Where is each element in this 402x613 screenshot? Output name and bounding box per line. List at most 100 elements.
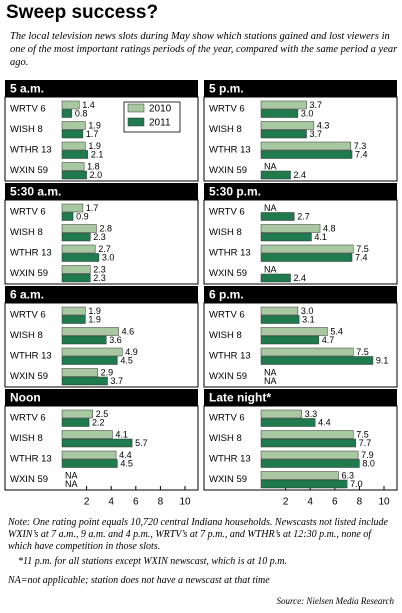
value-label: 4.8 [323,223,336,233]
value-label: 9.1 [376,355,389,365]
category-label: WXIN 59 [209,474,247,485]
value-label: 4.1 [115,429,128,439]
bar [61,430,113,439]
bar [61,129,84,139]
value-label: 2.3 [93,273,106,283]
panel-header [204,80,397,97]
value-label: 3.0 [102,252,115,262]
value-label: 4.4 [119,450,132,460]
legend-swatch [127,117,145,127]
category-label: WISH 8 [10,124,43,135]
category-label: WTHR 13 [10,454,52,465]
bar [260,150,353,159]
category-label: WXIN 59 [10,165,48,176]
value-label: 5.7 [135,438,148,448]
panel-header [5,183,198,200]
bar [61,347,123,357]
value-label: 3.7 [310,129,323,139]
value-label: 2.4 [294,273,307,283]
panel-header [204,183,397,200]
bar [61,203,84,213]
bar [260,170,291,180]
x-tick-label: 4 [108,497,114,508]
bar [260,141,352,151]
category-label: WISH 8 [209,227,242,238]
category-label: WXIN 59 [209,371,247,382]
x-tick-label: 2 [283,497,289,508]
value-label: 2.8 [99,223,112,233]
value-label: 7.5 [356,429,369,439]
category-label: WTHR 13 [10,248,52,259]
bar [260,212,295,221]
panel-body [203,405,398,491]
x-tick-label: 2 [84,497,90,508]
bar [260,327,328,336]
value-label: 7.4 [355,252,368,262]
bar [260,356,374,365]
value-label: 4.6 [122,326,135,336]
panel-header [5,286,198,303]
bar [260,121,315,130]
value-label: 1.9 [88,141,101,151]
panel-body [203,302,398,388]
category-label: WISH 8 [209,330,242,341]
value-label: 3.6 [109,335,122,345]
x-tick-label: 8 [357,497,363,508]
bar [61,265,91,274]
panel-title: 5:30 p.m. [209,185,261,199]
bar [260,418,316,427]
value-label: 3.0 [301,108,314,118]
bar [61,409,93,419]
category-label: WTHR 13 [10,145,52,156]
bar [61,315,86,324]
bar [260,273,291,283]
note: Note: One rating point equals 10,720 cen… [8,517,388,552]
category-label: WISH 8 [209,124,242,135]
category-label: WRTV 6 [10,104,46,115]
legend-label: 2011 [149,118,171,129]
bar [260,471,339,480]
value-label: 7.4 [355,149,368,159]
bar [61,376,108,386]
bar [260,450,359,460]
bar [61,109,73,118]
value-label: 4.9 [125,347,138,357]
category-label: WXIN 59 [10,371,48,382]
bar [260,459,360,468]
value-label: 2.7 [98,244,111,254]
bar [61,121,86,130]
category-label: WRTV 6 [209,310,245,321]
value-label: 5.4 [330,326,343,336]
legend-label: 2010 [149,104,172,115]
value-label: 0.8 [75,108,88,118]
category-label: WXIN 59 [10,268,48,279]
value-label: 3.3 [305,409,318,419]
panel-title: Noon [10,391,41,405]
bar [61,327,119,336]
value-label: 7.5 [356,244,369,254]
x-tick-label: 8 [158,497,164,508]
x-tick-label: 6 [332,497,338,508]
value-label: 2.3 [93,232,106,242]
value-label: 1.4 [82,100,95,110]
value-label: 1.9 [88,120,101,130]
bar [260,479,348,489]
note: *11 p.m. for all stations except WXIN ne… [18,556,287,567]
value-label: NA [264,161,277,171]
panel-header [204,286,397,303]
value-label: 3.0 [301,306,314,316]
category-label: WISH 8 [10,433,43,444]
category-label: WTHR 13 [209,248,251,259]
bar [61,335,107,345]
bar [61,244,96,254]
value-label: 2.3 [93,264,106,274]
value-label: 1.9 [88,306,101,316]
bar [61,232,91,242]
category-label: WRTV 6 [209,207,245,218]
bar [61,438,133,448]
value-label: 7.9 [361,450,374,460]
bar [61,450,117,460]
category-label: WRTV 6 [209,104,245,115]
bar [61,368,98,377]
